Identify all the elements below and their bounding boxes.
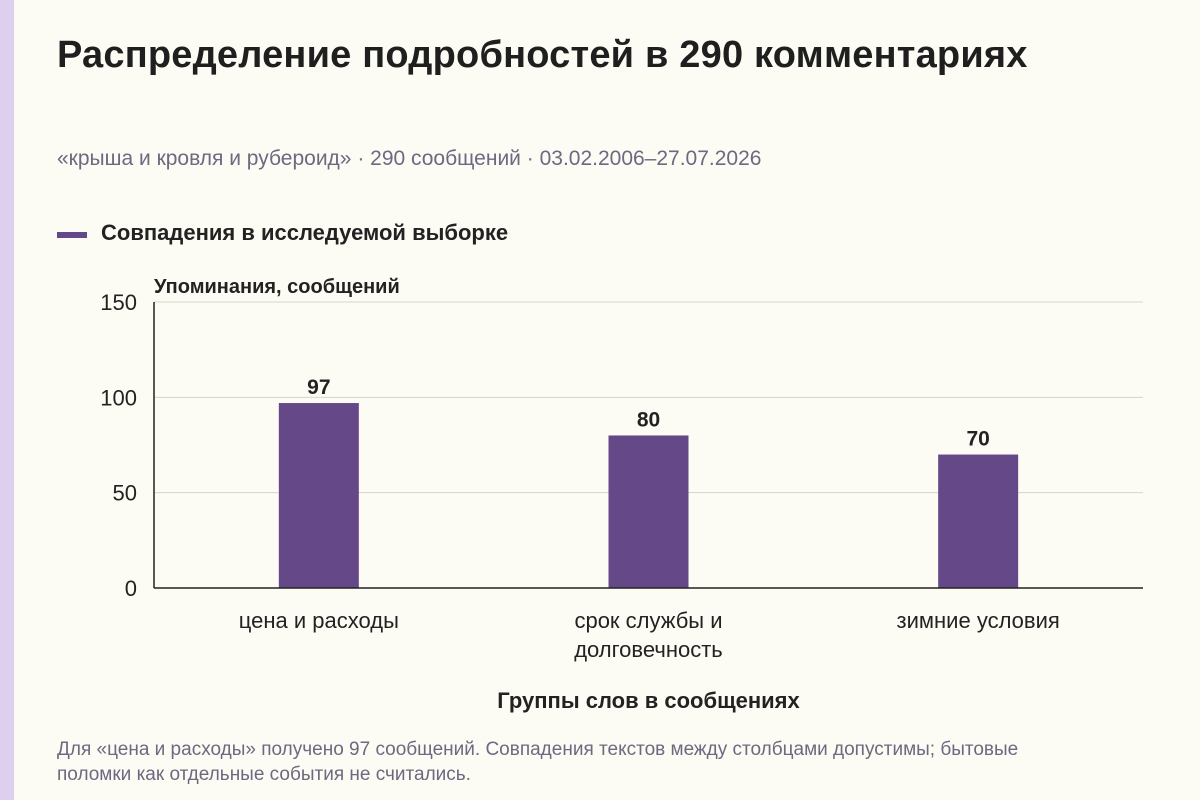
bar-value-label: 80 xyxy=(637,408,660,431)
y-tick-label: 50 xyxy=(113,481,137,506)
bar-value-label: 97 xyxy=(307,376,330,399)
legend-label: Совпадения в исследуемой выборке xyxy=(101,220,509,245)
bar xyxy=(278,403,359,588)
y-axis-label: Упоминания, сообщений xyxy=(154,276,400,298)
y-tick-label: 100 xyxy=(100,385,137,410)
footnote: Для «цена и расходы» получено 97 сообщен… xyxy=(57,739,1019,785)
y-tick-label: 0 xyxy=(125,576,137,601)
bars xyxy=(278,403,1019,588)
chart-subtitle: «крыша и кровля и рубероид» · 290 сообще… xyxy=(57,147,762,170)
y-tick-label: 150 xyxy=(100,290,137,315)
x-axis-label: Группы слов в сообщениях xyxy=(497,688,800,713)
bar-value-label: 70 xyxy=(966,428,989,451)
legend: Совпадения в исследуемой выборке xyxy=(57,219,508,247)
x-tick-label: зимние условия xyxy=(897,608,1060,633)
x-tick-label: срок службы и долговечность xyxy=(574,608,723,662)
bar xyxy=(938,454,1019,588)
chart-title: Распределение подробностей в 290 коммент… xyxy=(57,34,1028,76)
legend-swatch xyxy=(57,232,87,238)
x-tick-label: цена и расходы xyxy=(239,608,399,633)
bar xyxy=(608,435,689,588)
left-accent-stripe xyxy=(0,0,14,800)
labels: 0 50 100 150 Упоминания, сообщений 97 цена и р… xyxy=(100,276,1060,713)
axes xyxy=(153,302,1143,589)
